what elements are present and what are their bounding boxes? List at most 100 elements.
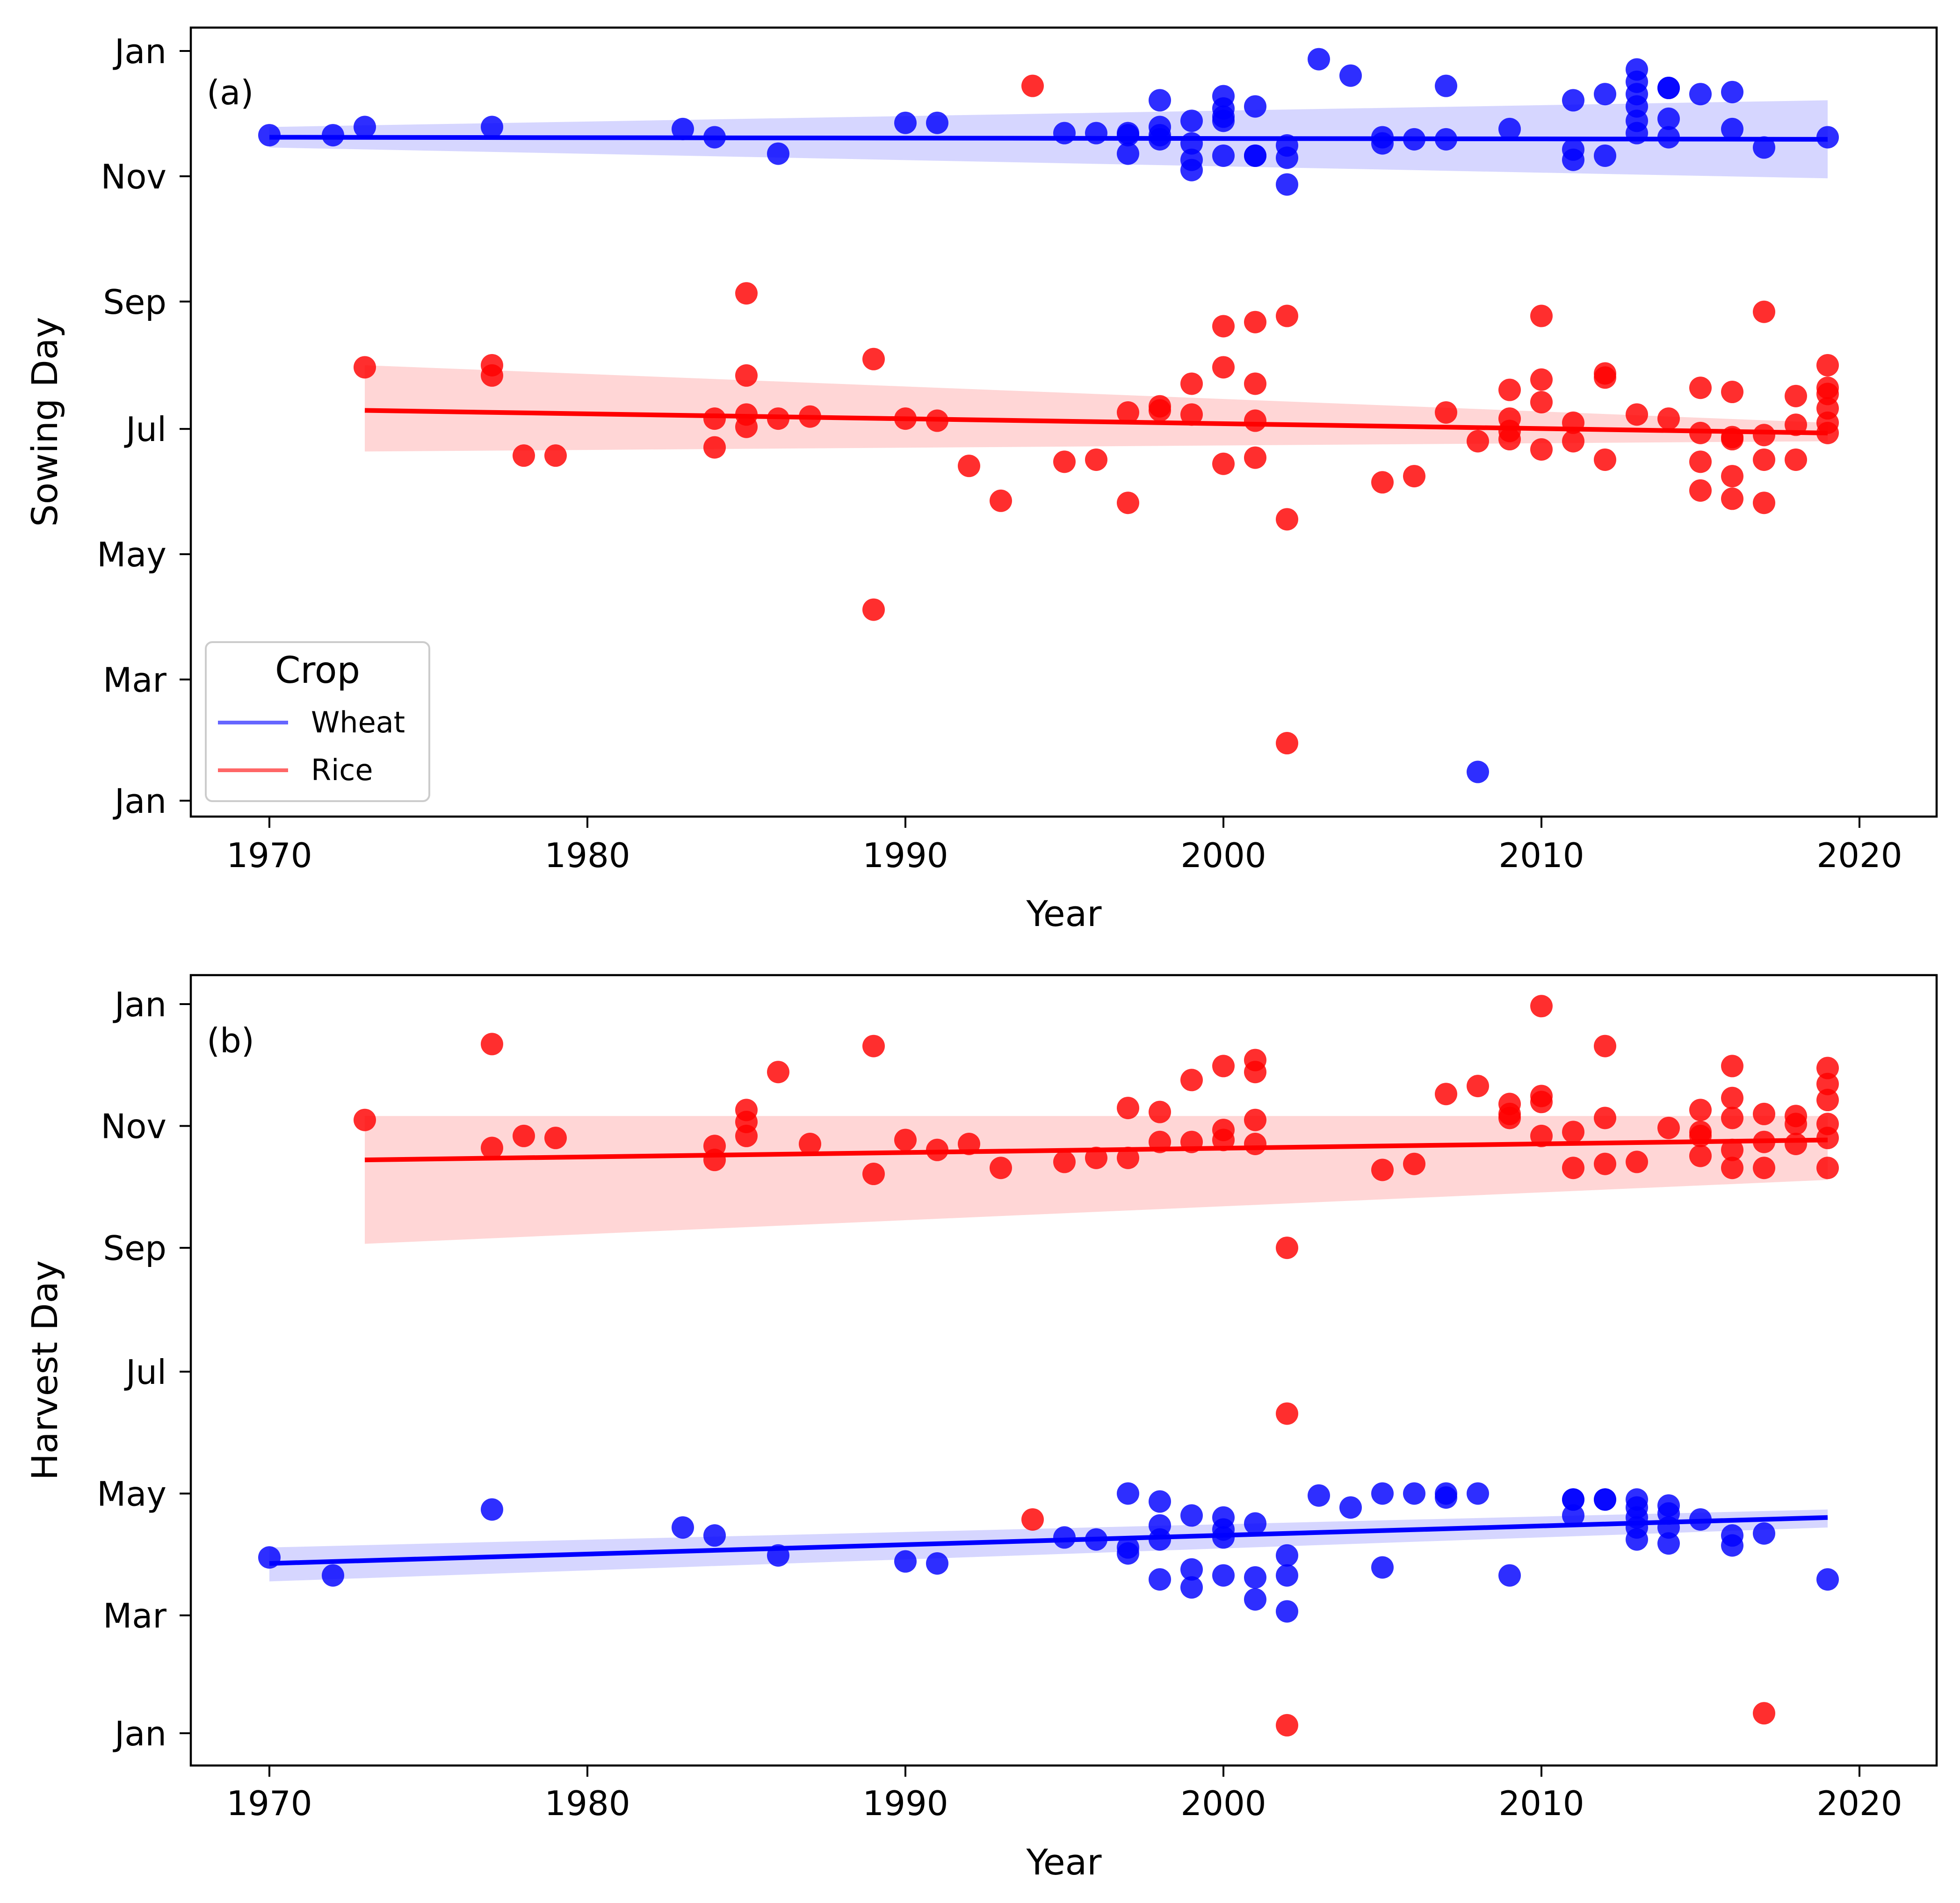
wheat-data-point xyxy=(1816,126,1839,149)
wheat-data-point xyxy=(1053,1526,1076,1549)
rice-data-point xyxy=(767,407,789,430)
rice-data-point xyxy=(1753,1102,1775,1125)
rice-data-point xyxy=(1498,1107,1521,1129)
rice-data-point xyxy=(1689,1124,1712,1147)
data-points xyxy=(258,995,1839,1737)
x-tick-label: 2020 xyxy=(1816,1784,1902,1823)
rice-data-point xyxy=(1212,452,1235,475)
wheat-data-point xyxy=(322,124,344,147)
wheat-data-point xyxy=(1149,1490,1171,1513)
rice-data-point xyxy=(1244,446,1266,469)
rice-data-point xyxy=(1594,1035,1616,1057)
rice-data-point xyxy=(1689,376,1712,399)
rice-data-point xyxy=(799,405,821,428)
rice-data-point xyxy=(1276,1237,1298,1259)
rice-data-point xyxy=(1689,421,1712,444)
panel-a-sowing-chart: 1970 1980 1990 2000 2010 2020 Jan Mar May Jul Sep… xyxy=(24,26,1938,934)
wheat-data-point xyxy=(1403,1482,1425,1505)
rice-data-point xyxy=(862,598,885,621)
wheat-data-point xyxy=(1816,1568,1839,1591)
rice-data-point xyxy=(1244,1132,1266,1155)
x-tick-label: 1970 xyxy=(226,836,312,875)
rice-data-point xyxy=(767,1061,789,1084)
wheat-data-point xyxy=(1657,107,1680,130)
wheat-data-point xyxy=(1594,144,1616,167)
rice-data-point xyxy=(1816,1072,1839,1095)
rice-data-point xyxy=(481,1033,503,1056)
wheat-data-point xyxy=(1435,1486,1457,1509)
wheat-data-point xyxy=(1180,1576,1203,1599)
wheat-data-point xyxy=(894,111,917,134)
rice-data-point xyxy=(1212,1129,1235,1151)
wheat-data-point xyxy=(703,1524,726,1547)
rice-data-point xyxy=(1785,384,1807,407)
wheat-data-point xyxy=(1721,117,1743,140)
rice-data-point xyxy=(1435,1083,1457,1106)
wheat-data-point xyxy=(1689,1508,1712,1531)
rice-data-point xyxy=(354,356,376,379)
wheat-data-point xyxy=(1626,122,1648,145)
legend-label-rice: Rice xyxy=(311,753,373,787)
wheat-data-point xyxy=(1244,144,1266,167)
trend-lines xyxy=(269,135,1828,435)
wheat-data-point xyxy=(1276,1564,1298,1587)
rice-data-point xyxy=(1721,465,1743,488)
y-axis-ticks-a: Jan Mar May Jul Sep Nov Jan xyxy=(97,32,191,821)
wheat-data-point xyxy=(1308,1484,1330,1507)
rice-confidence-band xyxy=(365,365,1828,452)
rice-data-point xyxy=(1276,304,1298,327)
wheat-data-point xyxy=(1244,1512,1266,1535)
wheat-data-point xyxy=(481,116,503,138)
x-tick-label: 1970 xyxy=(226,1784,312,1823)
rice-data-point xyxy=(1816,1089,1839,1112)
wheat-data-point xyxy=(1117,1542,1139,1565)
rice-data-point xyxy=(354,1108,376,1131)
rice-data-point xyxy=(990,489,1012,512)
rice-data-point xyxy=(1816,1127,1839,1150)
rice-data-point xyxy=(1276,1402,1298,1425)
rice-data-point xyxy=(1626,1150,1648,1173)
x-tick-label: 2000 xyxy=(1180,836,1266,875)
wheat-data-point xyxy=(1498,1564,1521,1587)
y-tick-label: May xyxy=(97,535,166,574)
rice-data-point xyxy=(481,364,503,387)
wheat-data-point xyxy=(1085,122,1107,145)
rice-data-point xyxy=(1149,1100,1171,1123)
panel-b-harvest-chart: 1970 1980 1990 2000 2010 2020 Jan Mar May Jul Sep… xyxy=(24,974,1938,1883)
x-axis-label-a: Year xyxy=(1026,893,1102,934)
rice-data-point xyxy=(1594,366,1616,389)
wheat-data-point xyxy=(1053,122,1076,145)
x-axis-ticks-b: 1970 1980 1990 2000 2010 2020 xyxy=(226,1766,1902,1823)
rice-data-point xyxy=(1244,311,1266,333)
rice-data-point xyxy=(1562,1121,1584,1143)
wheat-data-point xyxy=(1117,1482,1139,1505)
wheat-data-point xyxy=(1212,109,1235,132)
rice-data-point xyxy=(1721,487,1743,510)
rice-data-point xyxy=(481,1136,503,1159)
wheat-data-point xyxy=(1562,1488,1584,1511)
wheat-data-point xyxy=(1117,124,1139,147)
rice-data-point xyxy=(894,1129,917,1151)
x-axis-ticks-a: 1970 1980 1990 2000 2010 2020 xyxy=(226,817,1902,875)
y-tick-label: Jan xyxy=(113,1714,166,1753)
y-tick-label: Jul xyxy=(124,1353,166,1392)
y-axis-label-a: Sowing Day xyxy=(24,317,65,527)
rice-data-point xyxy=(862,1163,885,1186)
rice-data-point xyxy=(1117,1097,1139,1120)
rice-data-point xyxy=(1498,428,1521,451)
rice-data-point xyxy=(544,1127,567,1150)
wheat-data-point xyxy=(1371,1482,1394,1505)
wheat-data-point xyxy=(672,1516,694,1539)
wheat-data-point xyxy=(1212,1564,1235,1587)
rice-data-point xyxy=(1753,492,1775,514)
legend: Crop Wheat Rice xyxy=(205,641,430,802)
rice-data-point xyxy=(1530,995,1553,1018)
rice-data-point xyxy=(1403,465,1425,488)
rice-data-point xyxy=(1785,448,1807,471)
wheat-data-point xyxy=(1276,146,1298,169)
rice-data-point xyxy=(958,455,980,478)
wheat-data-point xyxy=(1149,1528,1171,1551)
wheat-data-point xyxy=(1117,142,1139,165)
rice-data-point xyxy=(1212,315,1235,338)
